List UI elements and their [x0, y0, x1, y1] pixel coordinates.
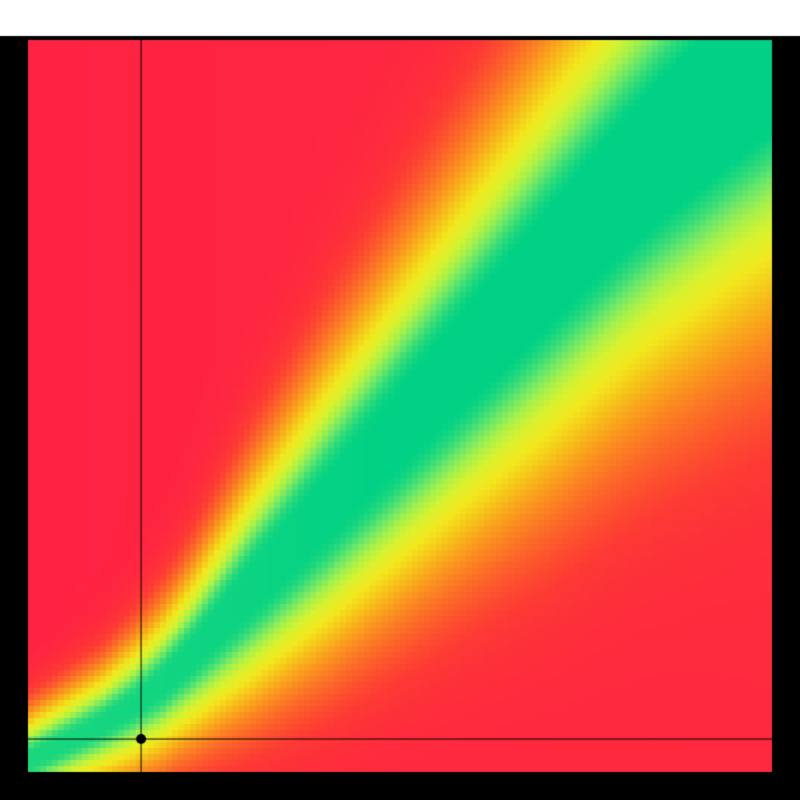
heatmap-canvas — [0, 0, 800, 800]
chart-container: TheBottleneck.com — [0, 0, 800, 800]
